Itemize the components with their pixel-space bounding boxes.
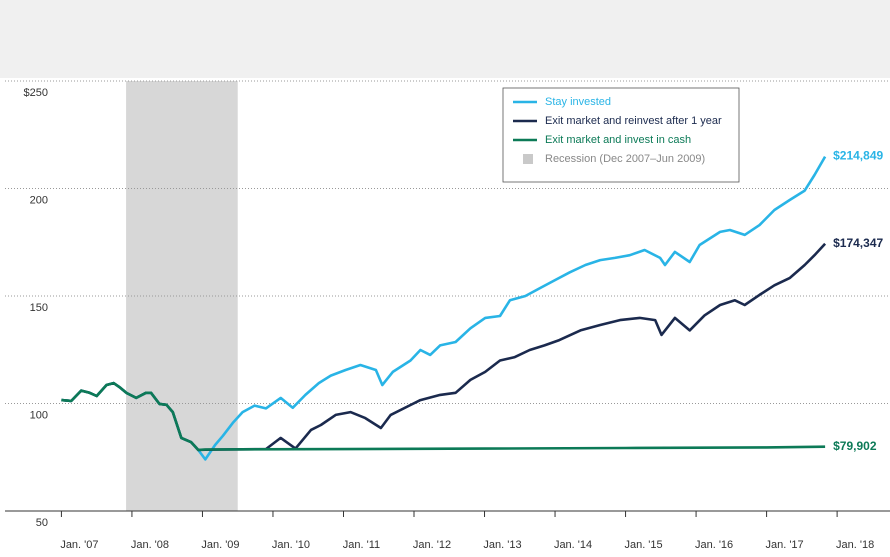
- x-tick-label: Jan. '11: [343, 539, 380, 551]
- x-tick-label: Jan. '16: [695, 539, 733, 551]
- y-tick-label: 200: [30, 194, 48, 206]
- legend: Stay invested Exit market and reinvest af…: [502, 87, 740, 183]
- header-band: [0, 0, 890, 78]
- x-tick-label: Jan. '12: [413, 539, 451, 551]
- end-label: $79,902: [833, 439, 877, 453]
- x-tick-label: Jan. '09: [201, 539, 239, 551]
- x-tick-label: Jan. '17: [765, 539, 803, 551]
- series-line: [61, 381, 826, 452]
- y-tick-label: 50: [36, 517, 48, 529]
- recession-band: [126, 81, 238, 511]
- y-tick-label: 150: [30, 302, 48, 314]
- y-tick-label: 100: [30, 409, 48, 421]
- x-tick-label: Jan. '18: [836, 539, 874, 551]
- x-tick-label: Jan. '14: [554, 539, 592, 551]
- x-tick-label: Jan. '10: [272, 539, 310, 551]
- end-label: $174,347: [833, 236, 883, 250]
- y-tick-label: $250: [24, 87, 48, 99]
- x-tick-label: Jan. '08: [131, 539, 169, 551]
- end-label: $214,849: [833, 149, 883, 163]
- legend-label: Exit market and invest in cash: [545, 134, 691, 146]
- x-tick-label: Jan. '07: [60, 539, 98, 551]
- x-tick-label: Jan. '15: [624, 539, 662, 551]
- legend-swatch: [523, 154, 533, 164]
- legend-box: [502, 87, 740, 183]
- x-tick-label: Jan. '13: [483, 539, 521, 551]
- legend-label: Recession (Dec 2007–Jun 2009): [545, 153, 705, 165]
- legend-label: Stay invested: [545, 96, 611, 108]
- legend-label: Exit market and reinvest after 1 year: [545, 115, 722, 127]
